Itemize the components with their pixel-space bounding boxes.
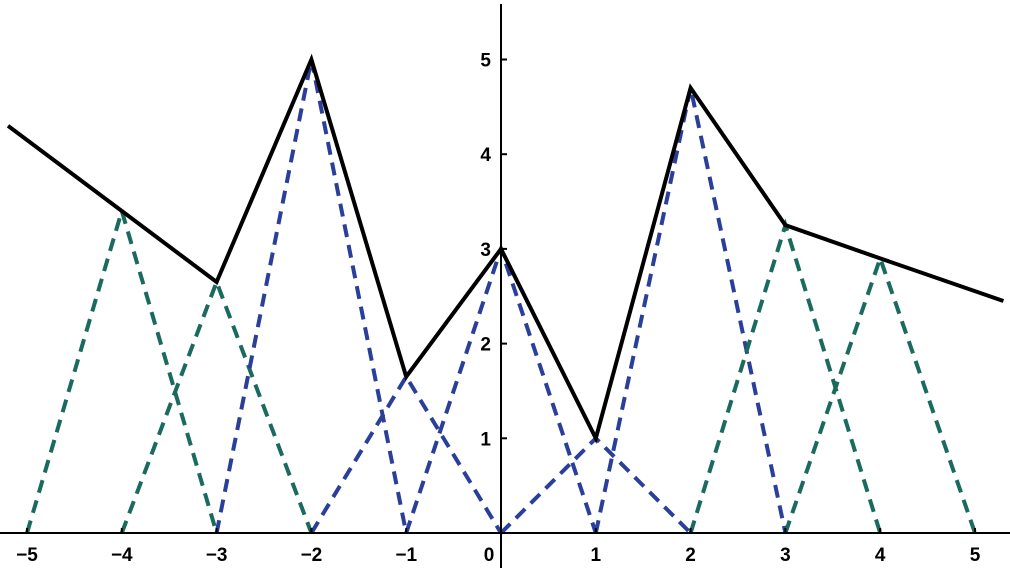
- x-tick-label: 5: [970, 545, 981, 566]
- dashed-triangle-blue-4: [309, 372, 503, 535]
- dashed-triangle-blue-3: [214, 59, 409, 534]
- x-tick-label: 0: [484, 545, 495, 566]
- x-tick-label: −4: [111, 545, 133, 566]
- y-tick-labels-group: 1 2 3 4 5: [480, 51, 491, 451]
- series-group: [6, 53, 1005, 535]
- y-tick-label: 3: [480, 240, 491, 261]
- x-tick-labels-group: −5 −4 −3 −2 −1 0 1 2 3 4 5: [16, 545, 981, 566]
- y-tick-label: 1: [480, 429, 491, 450]
- dashed-triangle-green-8: [688, 218, 883, 534]
- x-tick-label: −2: [301, 545, 323, 566]
- y-tick-label: 4: [480, 145, 491, 166]
- dashed-triangle-green-2: [119, 276, 314, 534]
- y-tick-label: 2: [480, 335, 491, 356]
- x-tick-label: 1: [591, 545, 602, 566]
- x-tick-label: −3: [206, 545, 228, 566]
- x-tick-label: 2: [685, 545, 696, 566]
- x-tick-label: 3: [780, 545, 791, 566]
- dashed-triangle-blue-6: [499, 435, 693, 535]
- y-tick-label: 5: [480, 51, 491, 72]
- axes-group: [0, 4, 1010, 568]
- x-tick-label: −5: [16, 545, 38, 566]
- x-tick-label: 4: [875, 545, 886, 566]
- x-tick-label: −1: [395, 545, 417, 566]
- dashed-triangle-blue-7: [593, 87, 788, 534]
- dashed-triangle-green-9: [783, 252, 977, 534]
- dashed-triangle-green-1: [25, 203, 219, 534]
